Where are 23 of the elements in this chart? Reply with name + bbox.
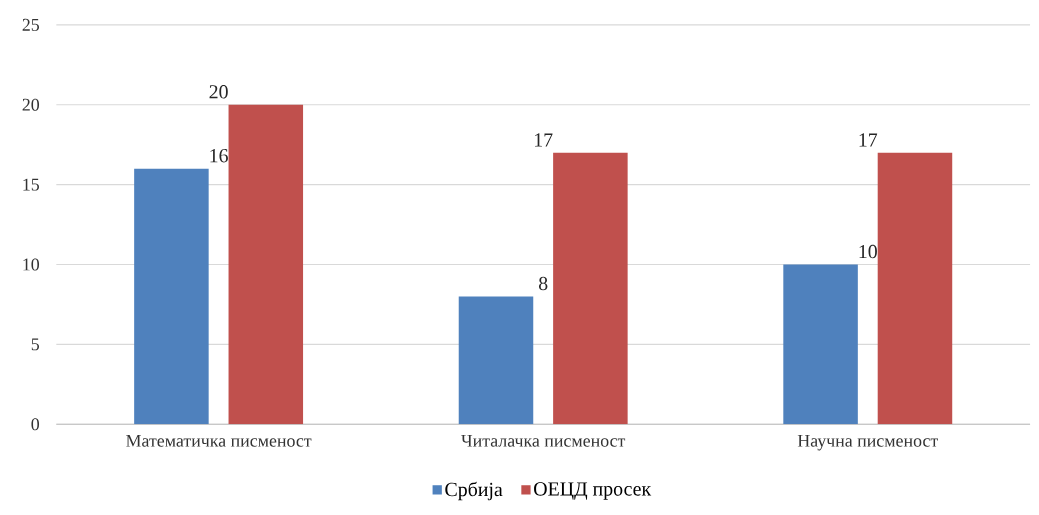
- data-label: 17: [859, 133, 878, 147]
- y-tick-label: 0: [31, 418, 40, 431]
- y-tick-label: 15: [23, 178, 40, 191]
- bar: [877, 152, 953, 425]
- bar: [134, 168, 209, 425]
- legend-label: Србија: [445, 481, 503, 501]
- x-tick-label: Читалачка писменост: [461, 435, 626, 447]
- bar: [228, 104, 304, 425]
- x-tick-label: Научна писменост: [797, 435, 938, 451]
- data-label: 8: [538, 276, 548, 291]
- y-tick-label: 10: [23, 258, 40, 271]
- legend-label: ОЕЦД просек: [534, 482, 652, 500]
- y-tick-label: 25: [22, 18, 40, 31]
- bar: [783, 264, 858, 425]
- x-tick-label: Математичка писменост: [126, 435, 312, 447]
- data-label: 20: [209, 85, 228, 99]
- bar: [458, 296, 534, 425]
- y-tick-label: 20: [22, 98, 40, 111]
- y-tick-label: 5: [31, 338, 40, 351]
- bar: [553, 152, 628, 425]
- data-label: 16: [210, 149, 228, 163]
- data-label: 10: [859, 245, 877, 259]
- data-label: 17: [535, 133, 553, 147]
